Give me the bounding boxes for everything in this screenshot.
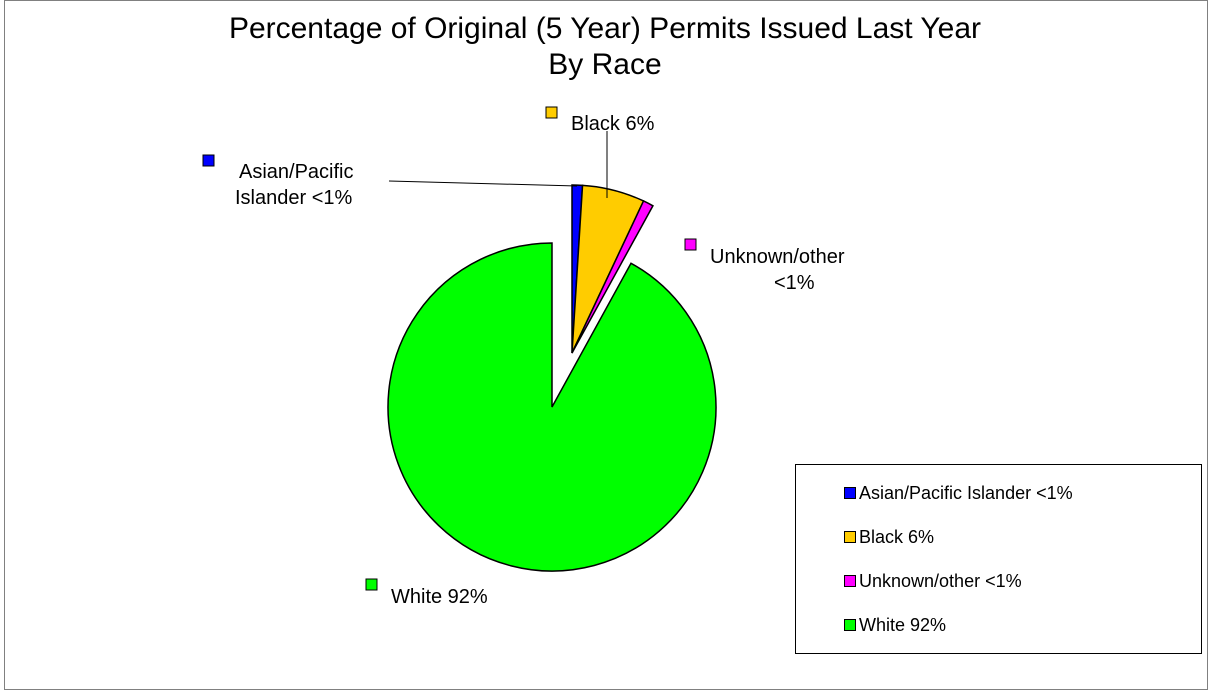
leader-line-asian bbox=[388, 180, 578, 187]
legend-label-white: White 92% bbox=[859, 614, 947, 635]
callout-label-asian-1: Islander <1% bbox=[235, 187, 353, 209]
pie-chart: Asian/Pacific Islander <1% Black 6% Unknown… bbox=[202, 106, 845, 608]
pie-slice-unknown bbox=[571, 199, 654, 354]
callout-label-white-0: White 92% bbox=[391, 586, 488, 608]
legend-swatch-black bbox=[844, 531, 856, 543]
callout-label-asian-0: Asian/Pacific bbox=[239, 161, 354, 183]
legend-label-asian: Asian/Pacific Islander <1% bbox=[859, 482, 1073, 503]
legend-item-black: Black 6% bbox=[844, 525, 934, 549]
legend-item-unknown: Unknown/other <1% bbox=[844, 569, 1022, 593]
legend-swatch-asian bbox=[844, 487, 856, 499]
legend: Asian/Pacific Islander <1% Black 6% Unkn… bbox=[795, 464, 1202, 654]
callout-swatch-unknown bbox=[684, 238, 697, 251]
pie-slice-white bbox=[387, 242, 717, 572]
callout-label-unknown-0: Unknown/other bbox=[710, 246, 845, 268]
chart-title: Percentage of Original (5 Year) Permits … bbox=[5, 11, 1205, 83]
legend-label-unknown: Unknown/other <1% bbox=[859, 570, 1022, 591]
legend-swatch-white bbox=[844, 619, 856, 631]
legend-label-black: Black 6% bbox=[859, 526, 935, 547]
callout-swatch-asian bbox=[202, 154, 215, 167]
legend-item-white: White 92% bbox=[844, 613, 946, 637]
legend-swatch-unknown bbox=[844, 575, 856, 587]
legend-item-asian: Asian/Pacific Islander <1% bbox=[844, 481, 1073, 505]
callout-label-unknown-1: <1% bbox=[774, 272, 815, 294]
chart-frame: Percentage of Original (5 Year) Permits … bbox=[4, 0, 1208, 690]
subtitle-line: By Race bbox=[548, 48, 662, 81]
callout-swatch-white bbox=[365, 578, 378, 591]
title-line: Percentage of Original (5 Year) Permits … bbox=[228, 12, 982, 45]
callout-swatch-black bbox=[545, 106, 558, 119]
callout-label-black-0: Black 6% bbox=[571, 113, 655, 135]
